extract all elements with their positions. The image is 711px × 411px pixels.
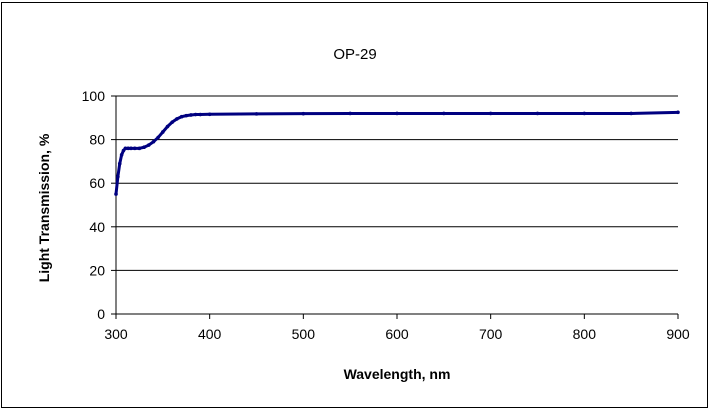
- y-tick-label-0: 0: [97, 306, 105, 322]
- data-point: [132, 146, 137, 151]
- data-point: [146, 143, 151, 147]
- x-tick-label-500: 500: [292, 326, 316, 342]
- y-tick-label-100: 100: [82, 88, 106, 104]
- data-point: [179, 114, 184, 119]
- data-point: [442, 111, 446, 116]
- data-point: [129, 146, 133, 151]
- data-point: [348, 111, 352, 116]
- data-point: [117, 161, 122, 166]
- data-point: [395, 111, 399, 116]
- y-tick-label-20: 20: [89, 262, 105, 278]
- axes: [111, 95, 679, 319]
- data-point: [193, 112, 198, 117]
- y-axis-label: Light Transmission, %: [36, 133, 52, 282]
- chart-title: OP-29: [333, 46, 376, 63]
- gridlines: [116, 95, 678, 271]
- data-point: [142, 145, 146, 150]
- x-tick-label-900: 900: [666, 326, 690, 342]
- data-point: [488, 111, 493, 116]
- series-line-0: [114, 110, 680, 196]
- data-point: [184, 113, 189, 118]
- data-point: [254, 112, 259, 116]
- x-tick-label-300: 300: [104, 326, 128, 342]
- data-point: [161, 130, 165, 134]
- data-point: [676, 110, 680, 115]
- y-tick-label-80: 80: [89, 132, 105, 148]
- data-point: [170, 120, 174, 124]
- data-point: [156, 135, 160, 140]
- data-point: [207, 112, 212, 117]
- x-axis-label: Wavelength, nm: [344, 366, 451, 382]
- data-point: [114, 192, 118, 196]
- data-point: [151, 139, 156, 144]
- data-point: [582, 111, 587, 116]
- data-point: [629, 111, 633, 116]
- y-tick-label-40: 40: [89, 219, 105, 235]
- x-tick-label-800: 800: [573, 326, 597, 342]
- series: [114, 110, 680, 196]
- data-point: [137, 146, 142, 151]
- data-point: [535, 111, 540, 116]
- data-point: [126, 146, 130, 151]
- data-point: [123, 146, 128, 151]
- data-point: [189, 113, 193, 117]
- data-point: [198, 112, 203, 117]
- tick-labels: 0 20 40 60 80 100 300 400 500 600 700 800 900: [82, 88, 690, 342]
- data-point: [116, 174, 120, 179]
- x-tick-label-400: 400: [198, 326, 222, 342]
- data-point: [119, 153, 124, 157]
- data-point: [175, 117, 179, 121]
- x-tick-label-700: 700: [479, 326, 503, 342]
- data-point: [165, 124, 170, 129]
- x-tick-label-600: 600: [385, 326, 409, 342]
- data-point: [301, 111, 306, 116]
- y-tick-label-60: 60: [89, 175, 105, 191]
